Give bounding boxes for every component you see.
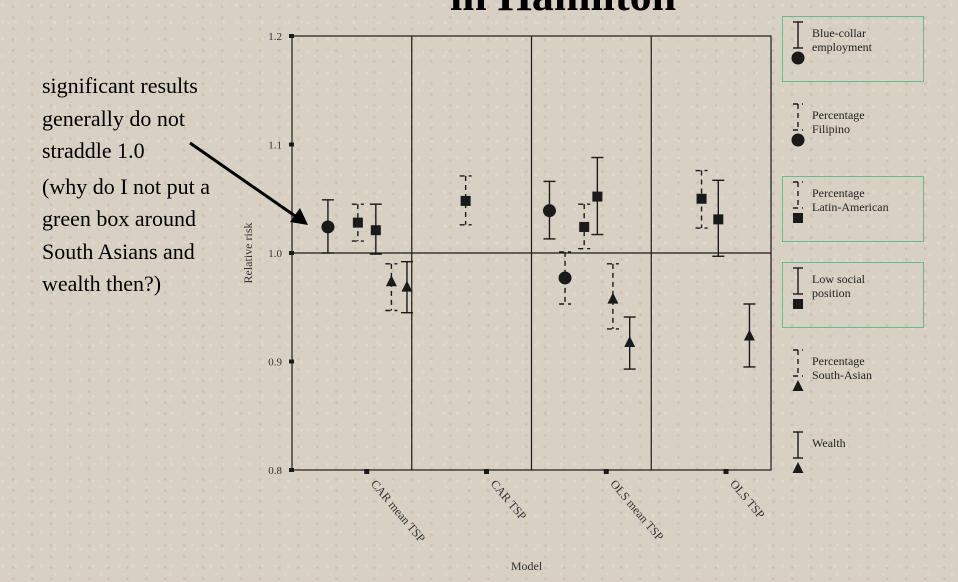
annotation-question: (why do I not put a green box around Sou… xyxy=(42,173,211,297)
y-tick-label: 1.1 xyxy=(268,140,282,152)
x-tick xyxy=(364,469,370,474)
error-bar xyxy=(459,175,472,226)
legend-marker xyxy=(791,133,805,147)
y-tick-label: 1.2 xyxy=(268,31,282,43)
legend-highlight-box xyxy=(782,176,924,242)
error-bar xyxy=(559,251,572,305)
y-tick xyxy=(289,34,294,38)
data-point xyxy=(743,329,755,341)
pointer-arrowhead xyxy=(290,208,308,225)
legend-symbol xyxy=(793,349,803,377)
legend-marker xyxy=(793,299,803,309)
data-point xyxy=(713,214,724,225)
x-tick-label: CAR TSP xyxy=(488,477,530,523)
y-tick-label: 0.9 xyxy=(268,357,282,369)
data-point xyxy=(542,204,556,218)
error-bar xyxy=(385,263,398,312)
annotation: significant results generally do not str… xyxy=(42,70,212,301)
y-tick xyxy=(289,359,294,364)
x-tick xyxy=(603,469,609,474)
x-tick-label: OLS TSP xyxy=(727,477,768,522)
data-point xyxy=(592,191,603,202)
legend-label: Low social position xyxy=(812,272,865,300)
x-tick-label: OLS mean TSP xyxy=(607,477,666,544)
data-point xyxy=(321,220,335,234)
y-tick xyxy=(289,468,294,472)
legend-symbol xyxy=(793,267,803,295)
legend-symbol xyxy=(793,21,803,49)
legend-label: Percentage Filipino xyxy=(812,108,865,136)
x-tick-label: CAR mean TSP xyxy=(368,477,429,545)
legend-label: Percentage South-Asian xyxy=(812,354,872,382)
legend-label: Wealth xyxy=(812,436,846,450)
data-point xyxy=(696,193,707,204)
y-tick xyxy=(289,251,294,255)
data-point xyxy=(385,275,397,287)
x-axis-label: Model xyxy=(511,559,543,573)
annotation-text: significant results generally do not str… xyxy=(42,73,198,163)
y-tick-label: 0.8 xyxy=(268,465,282,477)
data-point xyxy=(352,217,363,228)
legend-label: Blue-collar employment xyxy=(812,26,872,54)
data-point xyxy=(624,335,636,347)
legend-marker xyxy=(791,51,805,65)
legend-symbol xyxy=(793,103,803,131)
legend-label: Percentage Latin-American xyxy=(812,186,889,214)
x-tick xyxy=(483,469,489,474)
data-point xyxy=(460,195,471,206)
pointer-arrow xyxy=(189,141,299,220)
y-axis-label: Relative risk xyxy=(241,223,255,284)
data-point xyxy=(401,280,413,292)
error-bar xyxy=(606,263,619,330)
y-tick xyxy=(289,142,294,147)
legend-marker xyxy=(792,380,804,391)
y-tick-label: 1.0 xyxy=(268,248,282,260)
data-point xyxy=(558,271,572,285)
legend-marker xyxy=(792,462,804,473)
legend-marker xyxy=(793,213,803,223)
legend-highlight-box xyxy=(782,262,924,328)
data-point xyxy=(579,221,590,232)
legend-symbol xyxy=(793,431,803,459)
x-tick xyxy=(723,469,729,474)
data-point xyxy=(370,225,381,236)
legend-symbol xyxy=(793,181,803,209)
legend-highlight-box xyxy=(782,16,924,82)
page-title: in Hamilton xyxy=(450,0,770,21)
data-point xyxy=(607,292,619,304)
